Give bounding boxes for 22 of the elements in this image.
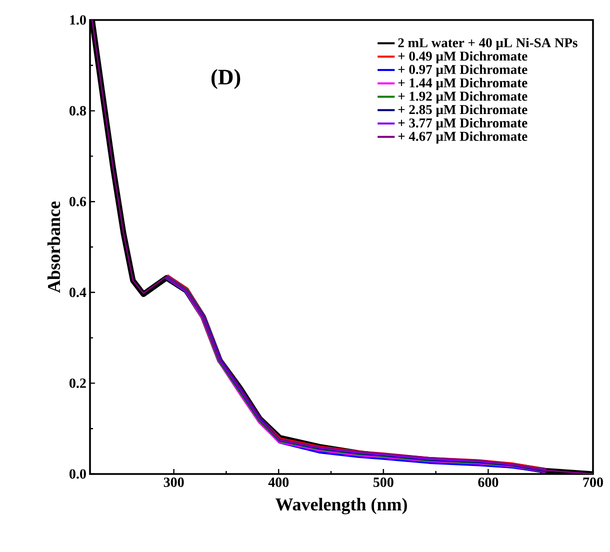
legend-label: + 3.77 µM Dichromate xyxy=(398,118,528,130)
y-tick-label: 0.8 xyxy=(70,106,86,116)
x-tick-label: 600 xyxy=(478,478,498,487)
x-tick-label: 700 xyxy=(583,478,603,487)
legend-label: + 2.85 µM Dichromate xyxy=(398,104,528,117)
y-axis-title: Absorbance xyxy=(47,201,60,293)
legend-label: + 1.44 µM Dichromate xyxy=(398,78,528,90)
legend-label: + 0.97 µM Dichromate xyxy=(398,64,528,77)
legend-label: + 1.92 µM Dichromate xyxy=(398,91,528,104)
y-tick-label: 0.2 xyxy=(70,378,86,388)
x-tick-label: 500 xyxy=(373,478,394,487)
y-tick-label: 0.0 xyxy=(70,469,86,479)
x-tick-label: 300 xyxy=(164,478,184,487)
y-tick-label: 0.4 xyxy=(70,288,86,298)
y-tick-label: 1.0 xyxy=(70,15,86,25)
annotation: (D) xyxy=(212,69,240,89)
legend-label: + 4.67 µM Dichromate xyxy=(398,131,528,144)
legend-label: 2 mL water + 40 µL Ni-SA NPs xyxy=(398,38,578,50)
legend-label: + 0.49 µM Dichromate xyxy=(398,51,528,64)
x-axis-title: Wavelength (nm) xyxy=(276,498,407,514)
x-tick-label: 400 xyxy=(268,478,289,487)
y-tick-label: 0.6 xyxy=(70,196,86,206)
